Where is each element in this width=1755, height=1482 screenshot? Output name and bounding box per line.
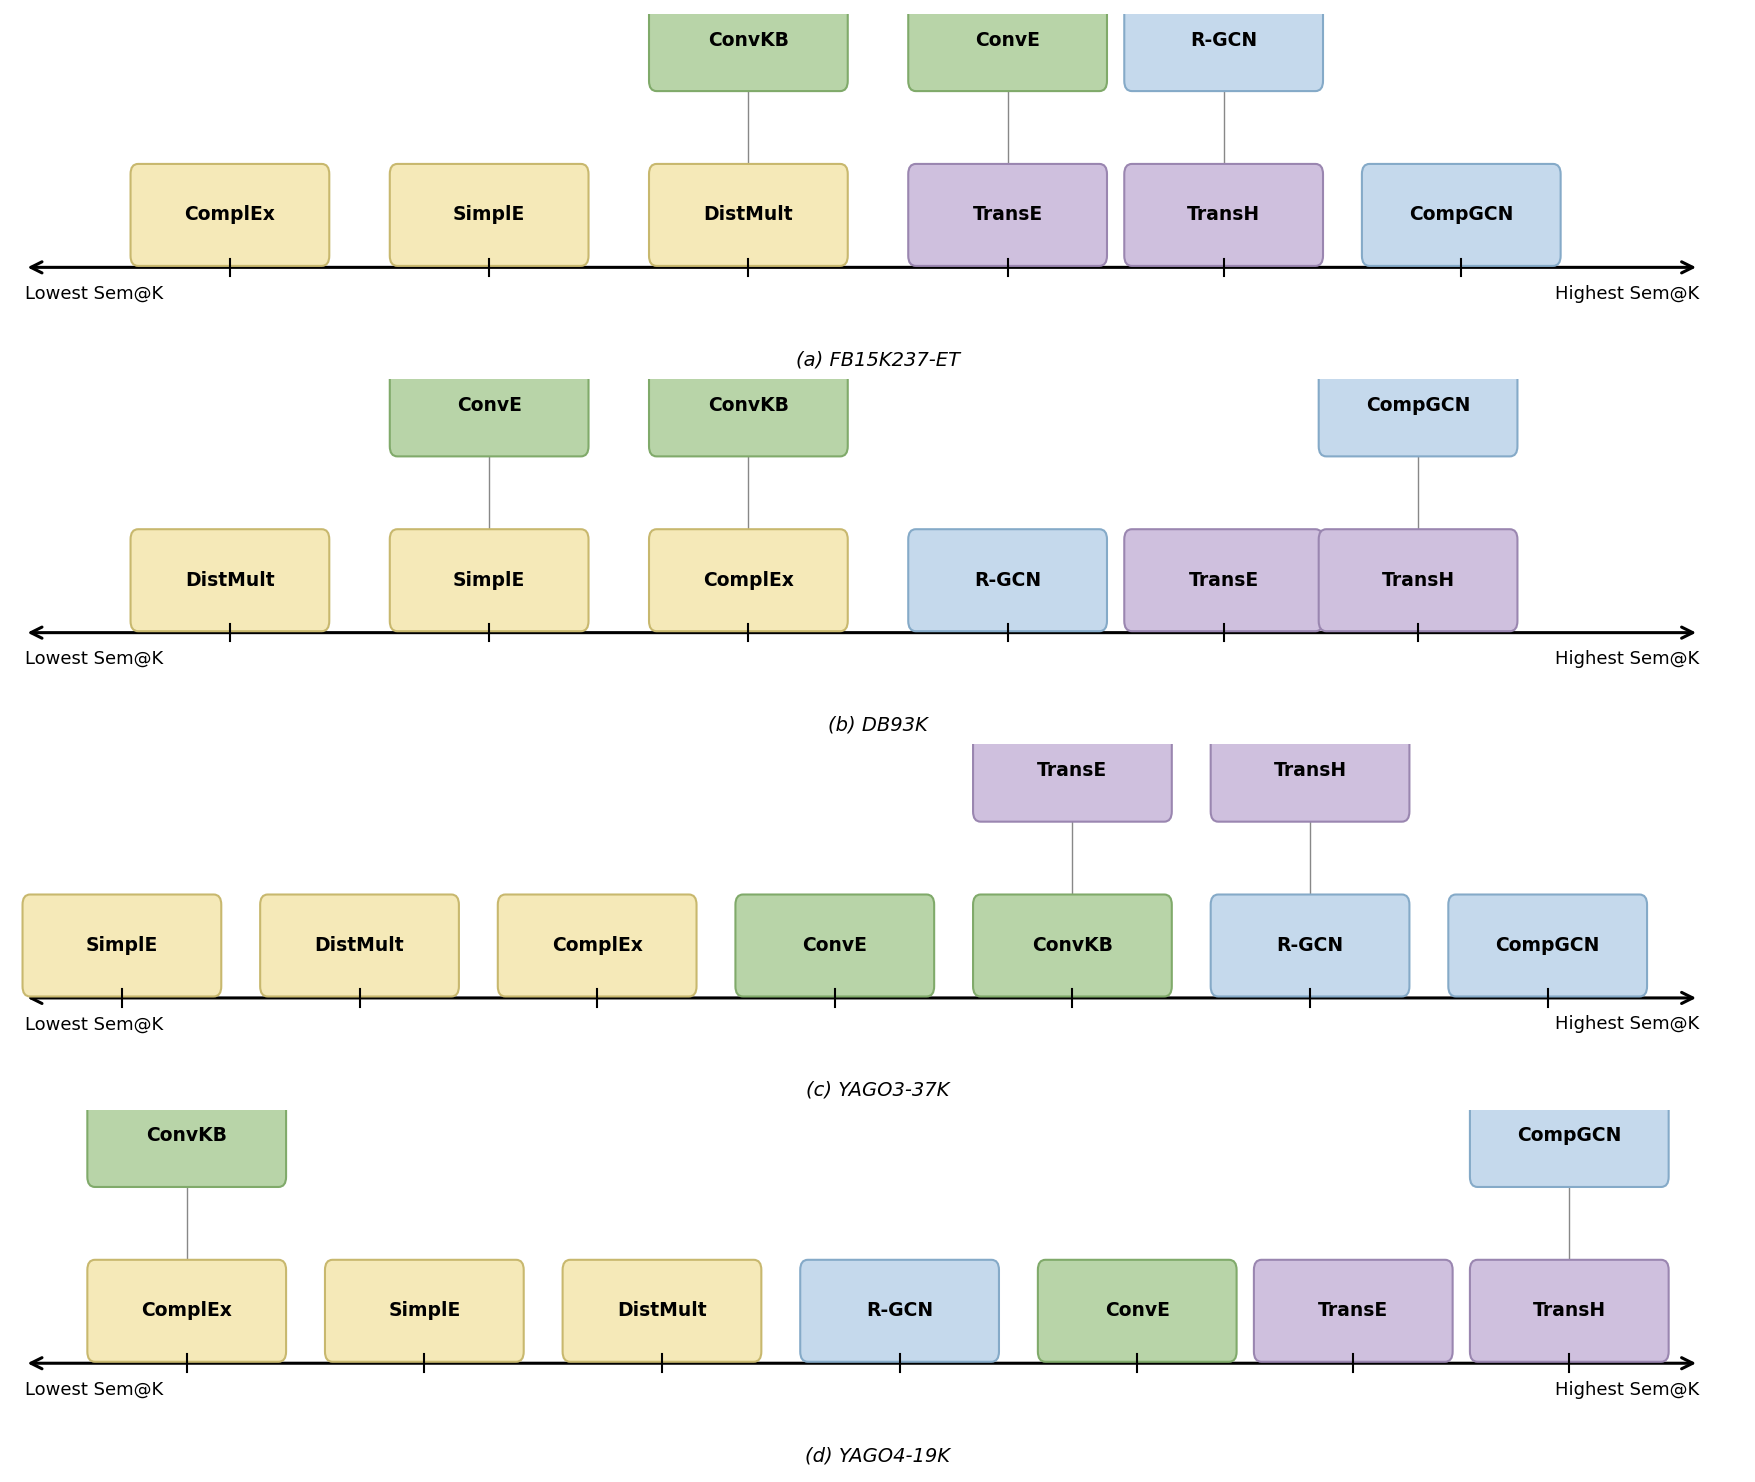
Text: ConvKB: ConvKB <box>146 1126 226 1146</box>
Text: CompGCN: CompGCN <box>1365 396 1469 415</box>
Text: ConvKB: ConvKB <box>707 396 788 415</box>
Text: R-GCN: R-GCN <box>974 571 1041 590</box>
Text: R-GCN: R-GCN <box>1276 937 1343 954</box>
Text: ConvKB: ConvKB <box>1032 937 1113 954</box>
Text: R-GCN: R-GCN <box>1190 31 1257 49</box>
Text: Lowest Sem@K: Lowest Sem@K <box>25 1015 163 1033</box>
FancyBboxPatch shape <box>497 895 697 996</box>
Text: Lowest Sem@K: Lowest Sem@K <box>25 1381 163 1399</box>
FancyBboxPatch shape <box>907 165 1106 265</box>
FancyBboxPatch shape <box>649 165 848 265</box>
Text: (d) YAGO4-19K: (d) YAGO4-19K <box>806 1446 949 1466</box>
Text: TransE: TransE <box>972 206 1042 224</box>
Text: Highest Sem@K: Highest Sem@K <box>1553 1381 1697 1399</box>
Text: TransH: TransH <box>1381 571 1453 590</box>
FancyBboxPatch shape <box>649 0 848 90</box>
Text: ConvE: ConvE <box>802 937 867 954</box>
Text: (c) YAGO3-37K: (c) YAGO3-37K <box>806 1080 949 1100</box>
Text: TransH: TransH <box>1272 762 1346 780</box>
Text: Lowest Sem@K: Lowest Sem@K <box>25 651 163 668</box>
Text: R-GCN: R-GCN <box>865 1301 932 1320</box>
Text: ComplEx: ComplEx <box>551 937 642 954</box>
FancyBboxPatch shape <box>390 165 588 265</box>
FancyBboxPatch shape <box>260 895 458 996</box>
Text: ComplEx: ComplEx <box>184 206 276 224</box>
Text: ConvE: ConvE <box>1104 1301 1169 1320</box>
Text: TransE: TransE <box>1318 1301 1388 1320</box>
Text: (b) DB93K: (b) DB93K <box>828 716 927 735</box>
FancyBboxPatch shape <box>562 1260 762 1362</box>
FancyBboxPatch shape <box>23 895 221 996</box>
Text: Highest Sem@K: Highest Sem@K <box>1553 1015 1697 1033</box>
FancyBboxPatch shape <box>1123 0 1322 90</box>
Text: SimplE: SimplE <box>86 937 158 954</box>
FancyBboxPatch shape <box>1469 1085 1667 1187</box>
Text: TransH: TransH <box>1186 206 1260 224</box>
Text: DistMult: DistMult <box>616 1301 706 1320</box>
FancyBboxPatch shape <box>88 1260 286 1362</box>
FancyBboxPatch shape <box>325 1260 523 1362</box>
FancyBboxPatch shape <box>972 720 1171 821</box>
FancyBboxPatch shape <box>1209 720 1409 821</box>
FancyBboxPatch shape <box>1253 1260 1451 1362</box>
FancyBboxPatch shape <box>972 895 1171 996</box>
FancyBboxPatch shape <box>1448 895 1646 996</box>
Text: ConvKB: ConvKB <box>707 31 788 49</box>
Text: DistMult: DistMult <box>184 571 274 590</box>
FancyBboxPatch shape <box>390 529 588 631</box>
Text: TransH: TransH <box>1532 1301 1604 1320</box>
FancyBboxPatch shape <box>1123 529 1322 631</box>
Text: SimplE: SimplE <box>453 206 525 224</box>
FancyBboxPatch shape <box>907 529 1106 631</box>
FancyBboxPatch shape <box>88 1085 286 1187</box>
Text: Highest Sem@K: Highest Sem@K <box>1553 651 1697 668</box>
Text: DistMult: DistMult <box>704 206 793 224</box>
FancyBboxPatch shape <box>1362 165 1560 265</box>
FancyBboxPatch shape <box>1318 529 1516 631</box>
FancyBboxPatch shape <box>1037 1260 1236 1362</box>
Text: ComplEx: ComplEx <box>140 1301 232 1320</box>
FancyBboxPatch shape <box>1123 165 1322 265</box>
Text: CompGCN: CompGCN <box>1495 937 1599 954</box>
FancyBboxPatch shape <box>907 0 1106 90</box>
Text: Highest Sem@K: Highest Sem@K <box>1553 285 1697 302</box>
Text: ConvE: ConvE <box>974 31 1039 49</box>
Text: CompGCN: CompGCN <box>1516 1126 1620 1146</box>
Text: SimplE: SimplE <box>388 1301 460 1320</box>
FancyBboxPatch shape <box>1318 354 1516 456</box>
Text: DistMult: DistMult <box>314 937 404 954</box>
Text: TransE: TransE <box>1188 571 1258 590</box>
Text: TransE: TransE <box>1037 762 1107 780</box>
FancyBboxPatch shape <box>130 529 330 631</box>
Text: ComplEx: ComplEx <box>702 571 793 590</box>
Text: Lowest Sem@K: Lowest Sem@K <box>25 285 163 302</box>
Text: SimplE: SimplE <box>453 571 525 590</box>
Text: ConvE: ConvE <box>456 396 521 415</box>
FancyBboxPatch shape <box>390 354 588 456</box>
Text: CompGCN: CompGCN <box>1408 206 1513 224</box>
FancyBboxPatch shape <box>800 1260 999 1362</box>
FancyBboxPatch shape <box>1469 1260 1667 1362</box>
Text: (a) FB15K237-ET: (a) FB15K237-ET <box>795 350 960 369</box>
FancyBboxPatch shape <box>1209 895 1409 996</box>
FancyBboxPatch shape <box>735 895 934 996</box>
FancyBboxPatch shape <box>649 529 848 631</box>
FancyBboxPatch shape <box>130 165 330 265</box>
FancyBboxPatch shape <box>649 354 848 456</box>
